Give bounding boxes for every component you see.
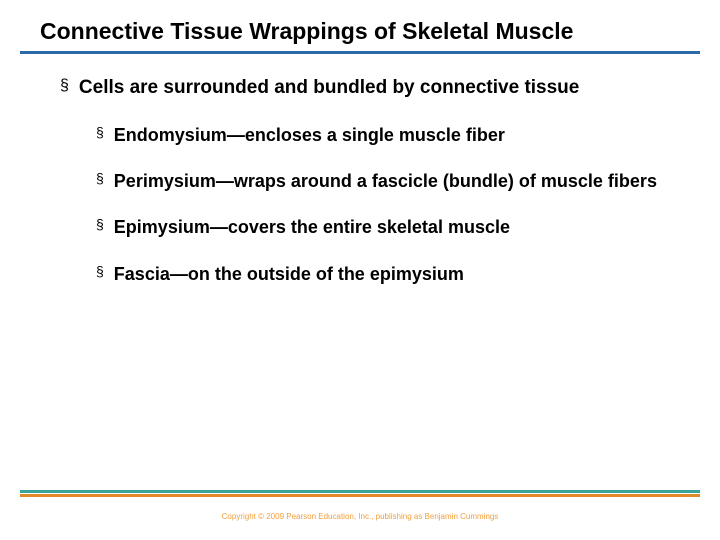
- bullet-level2: § Epimysium—covers the entire skeletal m…: [96, 215, 670, 239]
- bullet-marker: §: [60, 76, 69, 97]
- bullet-level2: § Perimysium—wraps around a fascicle (bu…: [96, 169, 670, 193]
- bullet-level2: § Endomysium—encloses a single muscle fi…: [96, 123, 670, 147]
- bullet-marker: §: [96, 262, 104, 281]
- page-title: Connective Tissue Wrappings of Skeletal …: [0, 0, 720, 51]
- bullet-marker: §: [96, 169, 104, 188]
- bullet-marker: §: [96, 123, 104, 142]
- bullet-level1: § Cells are surrounded and bundled by co…: [60, 76, 670, 101]
- copyright-text: Copyright © 2009 Pearson Education, Inc.…: [222, 512, 499, 521]
- footer-decorative-bars: [20, 490, 700, 500]
- bar-orange: [20, 494, 700, 497]
- bullet-text: Endomysium—encloses a single muscle fibe…: [114, 123, 505, 147]
- bullet-text: Perimysium—wraps around a fascicle (bund…: [114, 169, 657, 193]
- footer-band: Copyright © 2009 Pearson Education, Inc.…: [20, 506, 700, 526]
- bullet-level2: § Fascia—on the outside of the epimysium: [96, 262, 670, 286]
- bullet-marker: §: [96, 215, 104, 234]
- bullet-text: Cells are surrounded and bundled by conn…: [79, 76, 579, 101]
- bar-teal: [20, 490, 700, 493]
- content-area: § Cells are surrounded and bundled by co…: [0, 54, 720, 286]
- slide: Connective Tissue Wrappings of Skeletal …: [0, 0, 720, 540]
- bullet-text: Epimysium—covers the entire skeletal mus…: [114, 215, 510, 239]
- bullet-text: Fascia—on the outside of the epimysium: [114, 262, 464, 286]
